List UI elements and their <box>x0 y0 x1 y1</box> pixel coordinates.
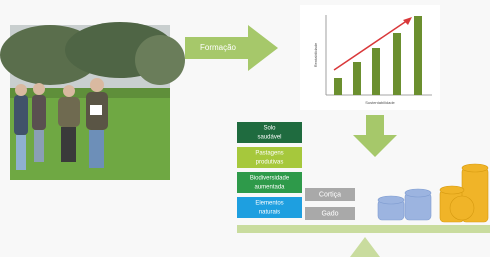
box-label: naturais <box>259 210 280 216</box>
chart-x-label: Sustentabilidade <box>365 100 395 105</box>
balance-beam <box>237 225 490 233</box>
box-label: saudável <box>257 135 281 141</box>
diagram: Formação Rentabilidade Sustentabilidade … <box>0 0 490 257</box>
product-label: Cortiça <box>319 191 341 198</box>
chart-icon <box>300 5 440 110</box>
chart-y-label: Rentabilidade <box>313 42 318 67</box>
box-label: Elementos <box>255 201 283 207</box>
box-label: Pastagens <box>255 151 283 157</box>
product-label: Gado <box>321 210 338 217</box>
box-label: produtivas <box>256 160 284 166</box>
box-label: aumentada <box>254 185 285 191</box>
box-label: Biodiversidade <box>250 176 290 182</box>
page: Formação Rentabilidade Sustentabilidade … <box>0 0 490 257</box>
box-label: Solo <box>263 126 276 132</box>
photo <box>0 22 185 180</box>
arrow-label: Formação <box>200 43 237 52</box>
